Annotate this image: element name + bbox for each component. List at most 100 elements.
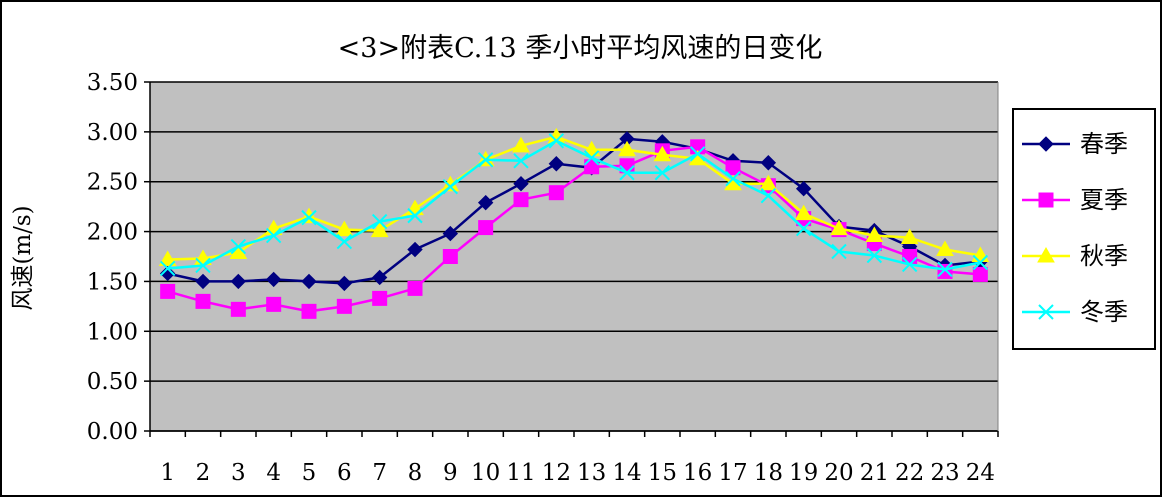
- x-tick-label: 5: [302, 460, 317, 486]
- series-2-point: [195, 293, 211, 309]
- series-4-point: [513, 153, 529, 169]
- series-4-point: [265, 227, 282, 244]
- legend-item: 夏季: [1014, 180, 1154, 220]
- series-3-point: [830, 219, 848, 236]
- series-3-point: [370, 221, 389, 238]
- series-4-point: [195, 257, 211, 274]
- x-tick-label: 2: [196, 460, 211, 486]
- series-1-point: [477, 194, 494, 211]
- x-tick-label: 6: [337, 460, 352, 486]
- plot-background: [150, 82, 998, 431]
- series-2-point: [548, 185, 564, 201]
- y-tick-label: 0.50: [87, 369, 138, 395]
- x-tick-label: 20: [824, 460, 853, 486]
- legend-label: 秋季: [1080, 242, 1128, 270]
- series-2-point: [160, 283, 176, 299]
- series-4-point: [831, 243, 847, 260]
- series-2-point: [584, 159, 600, 175]
- legend-label: 春季: [1080, 130, 1128, 158]
- series-3-point: [582, 140, 601, 157]
- x-tick-label: 8: [408, 460, 423, 486]
- series-3-point: [900, 228, 919, 245]
- series-3-point: [936, 240, 954, 257]
- x-tick-label: 3: [231, 460, 246, 486]
- legend-label: 冬季: [1080, 298, 1128, 326]
- x-tick-label: 24: [966, 460, 995, 486]
- series-2-point: [972, 266, 988, 282]
- series-4-point: [937, 261, 953, 278]
- legend-swatch-marker: [1038, 136, 1054, 152]
- x-tick-label: 18: [754, 460, 783, 486]
- y-tick-label: 0.00: [87, 419, 138, 445]
- series-4-point: [583, 150, 600, 166]
- series-2-point: [266, 296, 282, 312]
- x-tick-label: 4: [266, 460, 281, 486]
- y-tick-label: 2.50: [87, 170, 138, 196]
- series-1-point: [513, 176, 529, 192]
- series-3-point: [865, 226, 884, 243]
- series-1-point: [795, 180, 812, 197]
- series-2-point: [513, 192, 529, 208]
- series-2-point: [442, 249, 458, 264]
- x-tick-label: 10: [471, 460, 500, 486]
- x-tick-label: 12: [542, 460, 571, 486]
- legend-item: 冬季: [1014, 292, 1154, 332]
- x-tick-label: 7: [372, 460, 387, 486]
- series-3-point: [512, 136, 530, 153]
- series-2-point: [902, 249, 918, 264]
- series-1-point: [407, 241, 423, 258]
- series-4-line: [167, 139, 981, 271]
- legend: 春季 夏季 秋季 冬季: [1012, 108, 1156, 350]
- series-4-point: [230, 238, 247, 255]
- x-tick-label: 21: [860, 460, 889, 486]
- series-4-point: [760, 187, 777, 204]
- series-4-point: [407, 207, 423, 224]
- x-tick-label: 13: [577, 460, 606, 486]
- y-tick-label: 1.50: [87, 269, 138, 295]
- series-1-point: [265, 271, 282, 288]
- series-4-point: [972, 254, 989, 271]
- series-1-point: [760, 155, 777, 171]
- legend-label: 夏季: [1080, 186, 1128, 214]
- series-4-point: [301, 209, 317, 226]
- series-1-point: [159, 265, 176, 282]
- legend-swatch-marker: [1038, 304, 1054, 320]
- series-2-point: [937, 263, 953, 279]
- series-4-point: [548, 133, 565, 149]
- series-4-point: [336, 233, 353, 250]
- plot-area: 0.000.501.001.502.002.503.003.501 2 3 4 5 6 7 8…: [87, 70, 999, 486]
- series-1-point: [548, 156, 565, 172]
- series-2-point: [336, 298, 352, 314]
- y-tick-label: 3.50: [87, 70, 138, 96]
- x-tick-label: 16: [683, 460, 712, 486]
- series-4-point: [477, 152, 494, 168]
- y-tick-label: 2.00: [87, 220, 138, 246]
- y-axis-label: 风速(m/s): [10, 205, 36, 310]
- x-tick-label: 22: [895, 460, 924, 486]
- x-tick-label: 15: [648, 460, 677, 486]
- series-3-point: [759, 174, 778, 191]
- legend-swatch: [1022, 192, 1070, 208]
- series-4-point: [371, 213, 388, 230]
- x-tick-label: 19: [789, 460, 818, 486]
- legend-item: 秋季: [1014, 236, 1154, 276]
- series-1-point: [195, 273, 211, 290]
- series-1-point: [442, 225, 459, 242]
- legend-item: 春季: [1014, 124, 1154, 164]
- legend-swatch-marker: [1038, 192, 1054, 208]
- series-2-point: [230, 301, 246, 317]
- chart-title: <3>附表C.13 季小时平均风速的日变化: [338, 33, 823, 64]
- series-4-point: [866, 247, 883, 264]
- legend-swatch: [1022, 136, 1070, 152]
- series-4-point: [159, 260, 176, 277]
- series-4-point: [795, 220, 812, 237]
- series-1-point: [230, 273, 247, 290]
- series-2-point: [407, 280, 423, 296]
- series-2-point: [301, 303, 317, 319]
- series-1-point: [371, 269, 388, 286]
- x-tick-label: 1: [160, 460, 175, 486]
- series-3-point: [335, 220, 354, 237]
- series-4-point: [725, 171, 741, 187]
- series-3-point: [618, 140, 636, 157]
